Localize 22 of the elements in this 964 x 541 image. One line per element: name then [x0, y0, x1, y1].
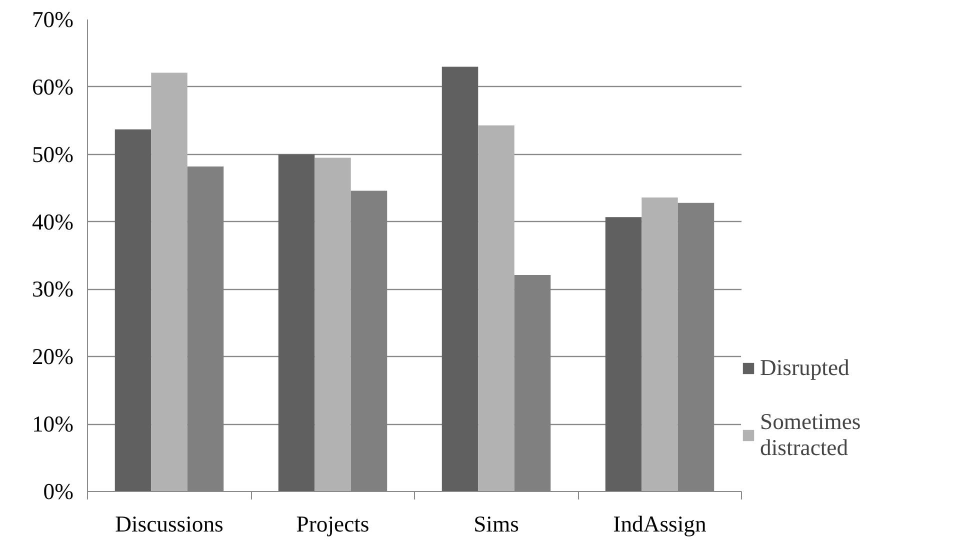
y-tick-label: 60% [32, 74, 74, 100]
bar [605, 217, 642, 492]
bar [114, 129, 152, 492]
bar [278, 154, 315, 492]
x-tick-label: Discussions [115, 512, 224, 536]
bar [314, 158, 351, 492]
y-tick-label: 30% [32, 276, 74, 302]
bar [642, 198, 678, 492]
y-tick-label: 40% [32, 209, 74, 234]
legend-label: Sometimes distracted [760, 409, 861, 461]
bar [151, 72, 188, 492]
x-tick-label: Projects [296, 512, 370, 536]
x-tick-label: IndAssign [613, 512, 706, 536]
y-tick-label: 70% [32, 7, 74, 32]
legend-label: Disrupted [760, 355, 850, 381]
y-tick-label: 10% [32, 412, 74, 437]
x-tick-label: Sims [474, 512, 519, 536]
y-tick-label: 0% [43, 479, 74, 504]
y-tick-label: 20% [32, 344, 74, 370]
bar [442, 66, 478, 492]
y-tick-label: 50% [32, 142, 74, 167]
bar [478, 125, 514, 492]
